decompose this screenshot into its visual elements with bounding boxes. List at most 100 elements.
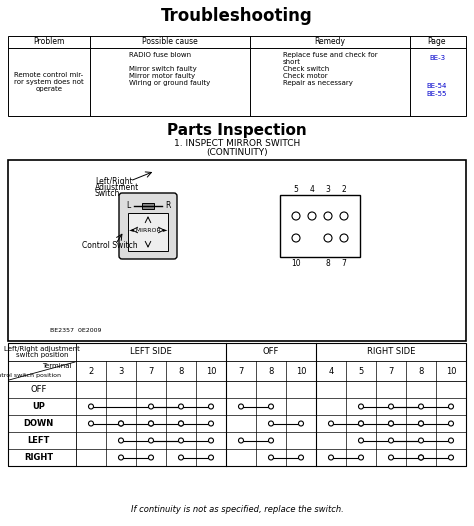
Text: 4: 4 (328, 367, 334, 376)
Circle shape (179, 421, 183, 426)
Circle shape (328, 455, 334, 460)
Text: BE-54: BE-54 (427, 83, 447, 89)
Circle shape (328, 421, 334, 426)
Text: 8: 8 (419, 367, 424, 376)
Circle shape (419, 438, 423, 443)
Text: 5: 5 (358, 367, 364, 376)
Circle shape (238, 438, 244, 443)
Circle shape (419, 455, 423, 460)
Text: LEFT SIDE: LEFT SIDE (130, 348, 172, 357)
Circle shape (148, 421, 154, 426)
Circle shape (389, 438, 393, 443)
Bar (8, 160, 466, 341)
Circle shape (179, 421, 183, 426)
Circle shape (419, 421, 423, 426)
Text: Remote control mir-
ror system does not
operate: Remote control mir- ror system does not … (14, 72, 84, 92)
Circle shape (118, 421, 124, 426)
Text: LEFT: LEFT (27, 436, 50, 445)
Text: 10: 10 (206, 367, 216, 376)
Text: 3: 3 (118, 367, 124, 376)
Circle shape (268, 404, 273, 409)
Circle shape (340, 234, 348, 242)
Text: Control switch position: Control switch position (0, 373, 61, 379)
Text: BE-3: BE-3 (429, 55, 445, 61)
Text: OFF: OFF (30, 385, 47, 394)
Text: 7: 7 (148, 367, 154, 376)
Text: Left/Right adjustment
switch position: Left/Right adjustment switch position (4, 346, 80, 359)
FancyBboxPatch shape (119, 193, 177, 259)
Text: Terminal: Terminal (42, 363, 72, 369)
Circle shape (179, 455, 183, 460)
Text: Switch: Switch (95, 188, 120, 197)
Text: RADIO fuse blown

Mirror switch faulty
Mirror motor faulty
Wiring or ground faul: RADIO fuse blown Mirror switch faulty Mi… (129, 52, 210, 86)
Bar (8, 343, 466, 466)
Circle shape (358, 404, 364, 409)
Text: Parts Inspection: Parts Inspection (167, 123, 307, 137)
Circle shape (448, 421, 454, 426)
Text: 10: 10 (446, 367, 456, 376)
Circle shape (299, 421, 303, 426)
Text: OFF: OFF (263, 348, 279, 357)
Text: ◄ MIRROR ►: ◄ MIRROR ► (129, 228, 167, 232)
Circle shape (419, 421, 423, 426)
Circle shape (89, 404, 93, 409)
Circle shape (209, 404, 213, 409)
Text: Left/Right: Left/Right (95, 177, 133, 186)
Circle shape (209, 455, 213, 460)
Bar (280, 195, 360, 257)
Bar (128, 213, 168, 251)
Circle shape (292, 212, 300, 220)
Text: Problem: Problem (33, 37, 64, 46)
Circle shape (299, 455, 303, 460)
Circle shape (118, 455, 124, 460)
Bar (8, 36, 466, 116)
Circle shape (324, 234, 332, 242)
Text: (CONTINUITY): (CONTINUITY) (206, 148, 268, 157)
Text: 3: 3 (326, 185, 330, 194)
Circle shape (148, 421, 154, 426)
Text: 8: 8 (178, 367, 184, 376)
Circle shape (179, 404, 183, 409)
Circle shape (448, 455, 454, 460)
Circle shape (209, 438, 213, 443)
Text: 8: 8 (268, 367, 273, 376)
Text: 8: 8 (326, 258, 330, 268)
Circle shape (268, 455, 273, 460)
Circle shape (148, 455, 154, 460)
Text: 1. INSPECT MIRROR SWITCH: 1. INSPECT MIRROR SWITCH (174, 139, 300, 148)
Text: 7: 7 (342, 258, 346, 268)
Circle shape (389, 421, 393, 426)
Circle shape (340, 212, 348, 220)
Text: Possible cause: Possible cause (142, 37, 198, 46)
Text: 10: 10 (296, 367, 306, 376)
Text: Troubleshooting: Troubleshooting (161, 7, 313, 25)
Circle shape (419, 455, 423, 460)
Text: DOWN: DOWN (24, 419, 54, 428)
Circle shape (358, 438, 364, 443)
Circle shape (238, 404, 244, 409)
Text: 2: 2 (342, 185, 346, 194)
Circle shape (89, 421, 93, 426)
Text: BE-55: BE-55 (427, 91, 447, 97)
Circle shape (389, 404, 393, 409)
Circle shape (358, 455, 364, 460)
Circle shape (308, 212, 316, 220)
Circle shape (389, 421, 393, 426)
Text: 7: 7 (238, 367, 244, 376)
Circle shape (179, 438, 183, 443)
Text: L: L (126, 201, 130, 210)
Text: UP: UP (32, 402, 45, 411)
Circle shape (448, 404, 454, 409)
Circle shape (268, 421, 273, 426)
Circle shape (148, 438, 154, 443)
Circle shape (419, 404, 423, 409)
Circle shape (118, 438, 124, 443)
Circle shape (389, 455, 393, 460)
Text: Control Switch: Control Switch (82, 241, 137, 250)
Circle shape (148, 404, 154, 409)
Circle shape (268, 438, 273, 443)
Text: 7: 7 (388, 367, 394, 376)
Text: Replace fuse and check for
short
Check switch
Check motor
Repair as necessary: Replace fuse and check for short Check s… (283, 52, 377, 86)
Text: 4: 4 (310, 185, 314, 194)
Text: R: R (165, 201, 171, 210)
